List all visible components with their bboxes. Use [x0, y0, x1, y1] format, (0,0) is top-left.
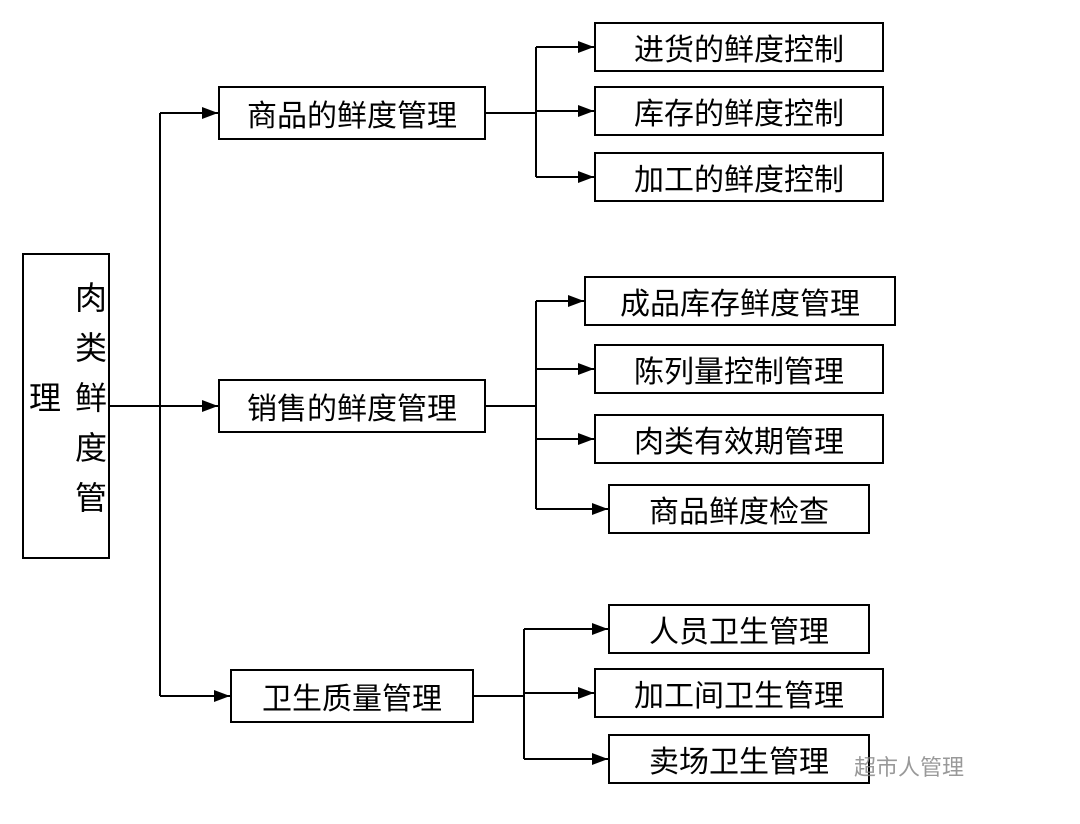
leaf-node: 库存的鲜度控制 — [594, 86, 884, 136]
leaf-node: 成品库存鲜度管理 — [584, 276, 896, 326]
leaf-node: 肉类有效期管理 — [594, 414, 884, 464]
leaf-node: 陈列量控制管理 — [594, 344, 884, 394]
connector-layer — [0, 0, 1080, 824]
leaf-node: 卖场卫生管理 — [608, 734, 870, 784]
leaf-node: 加工的鲜度控制 — [594, 152, 884, 202]
watermark-text: 超市人管理 — [854, 750, 964, 782]
mid-node: 商品的鲜度管理 — [218, 86, 486, 140]
mid-node: 卫生质量管理 — [230, 669, 474, 723]
leaf-node: 进货的鲜度控制 — [594, 22, 884, 72]
leaf-node: 人员卫生管理 — [608, 604, 870, 654]
leaf-node: 加工间卫生管理 — [594, 668, 884, 718]
mid-node: 销售的鲜度管理 — [218, 379, 486, 433]
leaf-node: 商品鲜度检查 — [608, 484, 870, 534]
root-node: 肉类鲜度管理 — [22, 253, 110, 559]
